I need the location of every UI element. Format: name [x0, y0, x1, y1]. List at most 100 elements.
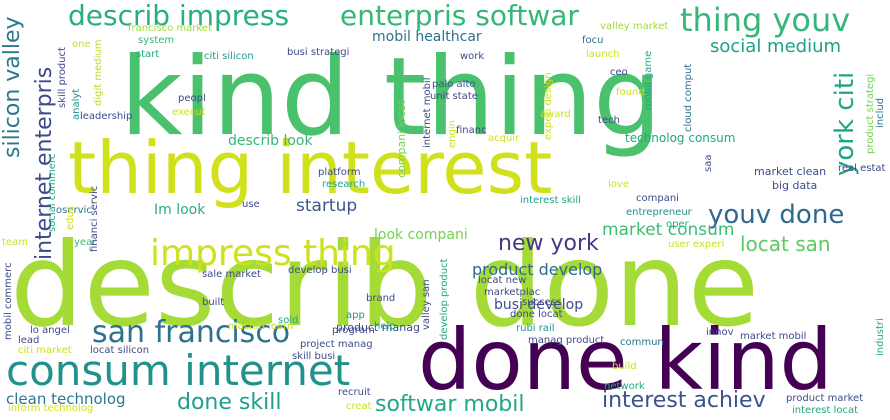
cloud-word: describ look	[228, 133, 313, 149]
cloud-word: silicon valley	[0, 16, 25, 158]
cloud-word: look compani	[374, 227, 468, 243]
cloud-word: mobil game	[643, 50, 654, 110]
cloud-word: consum internet	[6, 346, 351, 395]
cloud-word: cloud comput	[683, 63, 694, 132]
cloud-word: lead	[18, 335, 40, 346]
cloud-word: machin learn	[228, 321, 294, 332]
cloud-word: develop busi	[288, 265, 352, 276]
cloud-word: valley market	[600, 21, 669, 32]
cloud-word: launch	[586, 49, 620, 60]
cloud-word: locat new	[478, 275, 527, 286]
cloud-word: market consum	[602, 220, 735, 240]
cloud-word: Im look	[154, 202, 206, 218]
cloud-word: softwar mobil	[375, 392, 525, 417]
cloud-word: manag product	[528, 335, 605, 346]
cloud-word: use	[242, 199, 260, 210]
cloud-word: research	[322, 179, 366, 190]
cloud-word: done kind	[418, 311, 833, 409]
cloud-word: describ done	[10, 218, 760, 353]
cloud-word: product market	[786, 393, 864, 404]
cloud-word: clean technolog	[6, 390, 126, 408]
cloud-word: recruit	[338, 387, 371, 398]
cloud-word: skill busi	[292, 351, 336, 362]
cloud-word: francisco market	[128, 23, 212, 34]
cloud-word: program	[332, 325, 375, 336]
cloud-word: skill product	[57, 47, 68, 108]
cloud-word: educ	[65, 205, 76, 230]
cloud-word: technolog consum	[625, 131, 736, 145]
cloud-word: mobil commerc	[3, 262, 14, 340]
cloud-word: team	[2, 237, 28, 248]
cloud-word: financi servic	[89, 185, 100, 252]
cloud-word: success	[522, 297, 562, 308]
cloud-word: work	[460, 51, 485, 62]
cloud-word: ceo	[610, 67, 628, 78]
cloud-word: citi market	[18, 345, 72, 356]
cloud-word: sold	[278, 315, 299, 326]
cloud-word: social medium	[710, 36, 842, 57]
cloud-word: industri	[875, 318, 886, 356]
cloud-word: york citi	[830, 71, 860, 176]
cloud-word: saa	[703, 154, 714, 172]
cloud-word: kind thing	[120, 35, 662, 160]
cloud-word: impress thing	[150, 233, 396, 274]
cloud-word: enterpris softwar	[340, 0, 579, 32]
cloud-word: project manag	[300, 339, 373, 350]
cloud-word: financ	[456, 125, 487, 136]
cloud-word: rubi rail	[516, 323, 555, 334]
cloud-word: busi strategi	[287, 47, 350, 58]
cloud-word: oper	[666, 219, 689, 230]
cloud-word: palo alto	[432, 79, 476, 90]
cloud-word: award	[540, 109, 571, 120]
cloud-word: thing youv	[680, 1, 851, 39]
cloud-word: execut	[172, 107, 206, 118]
cloud-word: love	[608, 179, 629, 190]
cloud-word: product manag	[336, 321, 420, 334]
cloud-word: compani	[636, 193, 679, 204]
cloud-word: creat	[346, 401, 372, 412]
cloud-word: new york	[498, 231, 599, 256]
cloud-word: unit state	[430, 91, 478, 102]
cloud-word: tech	[598, 115, 620, 126]
cloud-word: oservic	[56, 205, 92, 216]
cloud-word: interest locat	[792, 405, 858, 416]
cloud-word: leadership	[80, 111, 133, 122]
cloud-word: entrepreneur	[626, 207, 692, 218]
cloud-word: startup	[296, 196, 358, 216]
cloud-word: done locat	[510, 309, 563, 320]
cloud-word: lo angel	[30, 325, 70, 336]
cloud-word: sale market	[202, 269, 261, 280]
cloud-word: build	[612, 361, 637, 372]
cloud-word: internet mobil	[422, 77, 433, 148]
cloud-word: help	[374, 321, 396, 332]
cloud-word: brand	[366, 293, 396, 304]
cloud-word: focu	[582, 35, 604, 46]
cloud-word: product develop	[472, 260, 603, 279]
cloud-word: valley san	[421, 279, 432, 330]
cloud-word: commun	[620, 337, 664, 348]
cloud-word: start	[136, 49, 160, 60]
cloud-word: innov	[706, 327, 734, 338]
cloud-word: marketplac	[484, 287, 541, 298]
cloud-word: experi design	[543, 72, 554, 140]
cloud-word: system	[138, 35, 175, 46]
cloud-word: digit medium	[93, 39, 104, 106]
cloud-word: peopl	[178, 93, 206, 104]
cloud-word: engin	[447, 120, 458, 148]
cloud-word: describ impress	[68, 0, 290, 32]
cloud-word: busi develop	[494, 297, 584, 313]
cloud-word: year	[74, 237, 97, 248]
cloud-word: market mobil	[740, 331, 807, 342]
cloud-word: san francisco	[92, 315, 291, 350]
cloud-word: real estat	[838, 163, 886, 174]
cloud-word: user experi	[668, 239, 725, 250]
cloud-word: includ	[875, 97, 886, 128]
cloud-word: app	[346, 310, 365, 321]
cloud-word: develop product	[439, 258, 450, 340]
cloud-word: market clean	[754, 165, 827, 178]
cloud-word: locat silicon	[90, 345, 150, 356]
cloud-word: interest skill	[520, 195, 581, 206]
cloud-word: analyt	[71, 88, 82, 120]
cloud-word: big data	[772, 179, 818, 192]
